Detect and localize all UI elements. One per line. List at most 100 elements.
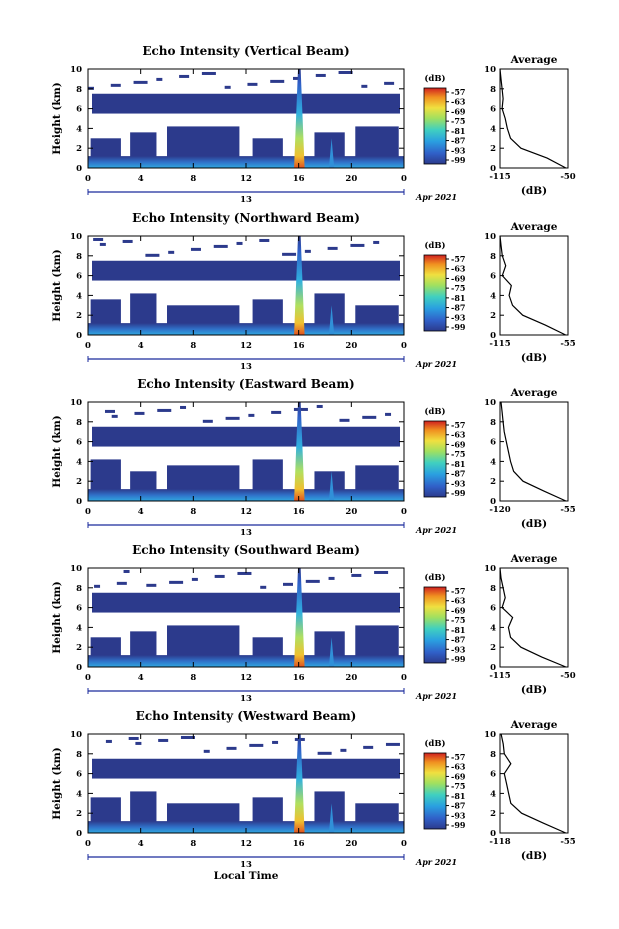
colorbar: [423, 586, 447, 664]
panel-4: Echo Intensity (Southward Beam) Height (k…: [51, 543, 576, 704]
avg-y-tick-label: 2: [490, 311, 496, 321]
average-frame: [499, 567, 569, 668]
panel-title: Echo Intensity (Southward Beam): [132, 543, 360, 557]
x-axis-label: Local Time: [214, 870, 279, 882]
speckle: [226, 746, 237, 750]
avg-y-tick-label: 10: [484, 232, 496, 242]
secondary-echo: [328, 803, 335, 833]
cloud-layer: [92, 260, 400, 281]
speckle: [340, 748, 347, 752]
y-tick-label: 4: [76, 457, 82, 467]
avg-y-tick-label: 0: [490, 829, 496, 839]
speckle: [362, 415, 377, 419]
x-tick-label: 20: [345, 839, 357, 849]
convective-core: [294, 734, 305, 833]
avg-x-tick-label: -50: [560, 172, 575, 182]
speckle: [122, 239, 133, 243]
avg-x-tick-label: -115: [489, 671, 510, 681]
avg-x-tick-label: -50: [560, 671, 575, 681]
colorbar-tick-label: -75: [451, 781, 465, 791]
echo-patch: [314, 293, 345, 326]
colorbar: [423, 87, 447, 165]
x-tick-label: 4: [138, 174, 144, 184]
avg-y-tick-label: 10: [484, 65, 496, 75]
speckle: [327, 246, 338, 250]
speckle: [328, 576, 335, 580]
speckle: [180, 735, 195, 739]
x-tick-label: 4: [138, 673, 144, 683]
avg-y-tick-label: 8: [490, 418, 496, 428]
speckle: [93, 237, 104, 241]
x-tick-label: 16: [293, 673, 305, 683]
date-month: Apr 2021: [415, 691, 457, 701]
y-tick-label: 4: [76, 124, 82, 134]
speckle: [282, 252, 297, 256]
date-month: Apr 2021: [415, 525, 457, 535]
avg-y-tick-label: 4: [490, 789, 496, 799]
y-axis-label: Height (km): [51, 82, 63, 154]
speckle: [158, 738, 169, 742]
avg-y-tick-label: 6: [490, 604, 496, 614]
colorbar-tick-label: -87: [451, 801, 465, 811]
convective-core: [294, 236, 305, 335]
average-frame: [499, 733, 569, 834]
avg-y-tick-label: 6: [490, 272, 496, 282]
echo-patch: [252, 459, 283, 492]
echo-patch: [314, 631, 345, 658]
echo-patch: [355, 625, 399, 658]
speckle: [350, 243, 365, 247]
speckle: [180, 405, 187, 409]
echo-patch: [314, 791, 345, 824]
avg-x-tick-label: -118: [489, 837, 510, 847]
colorbar-tick-label: -57: [451, 87, 465, 97]
speckle: [116, 581, 127, 585]
colorbar-tick-label: -63: [451, 596, 466, 606]
avg-x-tick-label: -55: [560, 339, 575, 349]
avg-y-tick-label: 2: [490, 809, 496, 819]
colorbar-unit: (dB): [424, 572, 445, 583]
echo-patch: [252, 299, 283, 326]
x-tick-label: 0: [401, 507, 407, 517]
colorbar-unit: (dB): [424, 406, 445, 417]
echo-patch: [355, 803, 399, 824]
avg-y-tick-label: 8: [490, 85, 496, 95]
colorbar-tick-label: -63: [451, 264, 466, 274]
x-tick-label: 16: [293, 341, 305, 351]
ground-echo: [88, 489, 404, 501]
x-tick-label: 0: [401, 839, 407, 849]
ground-echo: [88, 821, 404, 833]
colorbar-tick-label: -81: [451, 126, 465, 136]
speckle: [272, 740, 279, 744]
avg-y-tick-label: 6: [490, 438, 496, 448]
speckle: [105, 739, 112, 743]
average-profile-line: [500, 401, 567, 502]
date-month: Apr 2021: [415, 857, 457, 867]
speckle: [203, 749, 210, 753]
colorbar-tick-label: -63: [451, 97, 466, 107]
avg-y-tick-label: 8: [490, 584, 496, 594]
avg-y-tick-label: 8: [490, 750, 496, 760]
y-axis-label: Height (km): [51, 415, 63, 487]
avg-x-tick-label: -55: [560, 505, 575, 515]
avg-y-tick-label: 2: [490, 144, 496, 154]
colorbar-tick-label: -69: [451, 439, 466, 449]
echo-patch: [252, 637, 283, 658]
echo-patch: [130, 791, 157, 824]
echo-patch: [130, 631, 157, 658]
y-tick-label: 10: [70, 398, 82, 408]
x-tick-label: 16: [293, 174, 305, 184]
colorbar-tick-label: -99: [451, 488, 466, 498]
colorbar-tick-label: -69: [451, 605, 466, 615]
average-title: Average: [510, 54, 558, 66]
speckle: [304, 249, 311, 253]
avg-y-tick-label: 0: [490, 331, 496, 341]
colorbar-tick-label: -87: [451, 136, 465, 146]
avg-y-tick-label: 10: [484, 730, 496, 740]
convective-core: [294, 402, 305, 501]
avg-x-tick-label: -120: [489, 505, 510, 515]
y-tick-label: 6: [76, 272, 82, 282]
x-tick-label: 12: [240, 839, 252, 849]
speckle: [168, 250, 175, 254]
colorbar-tick-label: -99: [451, 322, 466, 332]
echo-patch: [90, 299, 121, 326]
